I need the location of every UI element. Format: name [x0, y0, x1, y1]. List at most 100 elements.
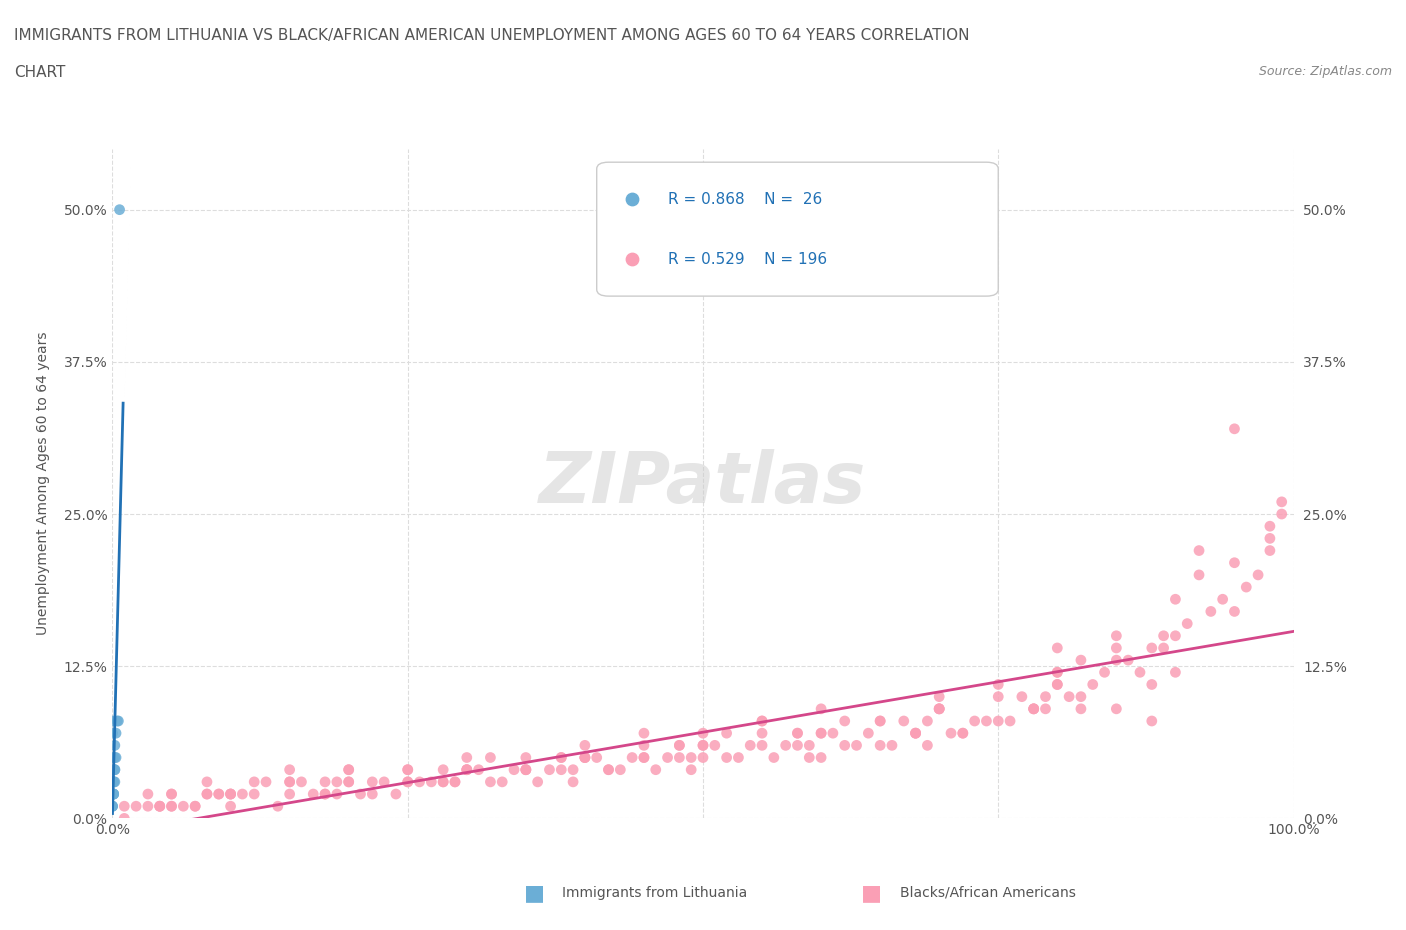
- Point: [219, 787, 242, 802]
- Point: [1258, 543, 1281, 558]
- Point: [1105, 641, 1128, 656]
- Point: [810, 725, 832, 740]
- Text: ■: ■: [524, 883, 544, 903]
- Point: [195, 787, 218, 802]
- Point: [1046, 677, 1069, 692]
- Point: [103, 787, 125, 802]
- Point: [917, 737, 939, 752]
- Point: [1258, 531, 1281, 546]
- Point: [952, 725, 974, 740]
- Point: [1234, 579, 1257, 594]
- Point: [314, 775, 336, 790]
- Point: [456, 763, 478, 777]
- Point: [1022, 701, 1045, 716]
- Point: [786, 725, 808, 740]
- Text: Source: ZipAtlas.com: Source: ZipAtlas.com: [1258, 65, 1392, 78]
- Point: [751, 713, 773, 728]
- Point: [219, 787, 242, 802]
- Point: [101, 787, 124, 802]
- Point: [385, 787, 408, 802]
- Point: [149, 799, 172, 814]
- Point: [105, 713, 128, 728]
- Point: [101, 799, 124, 814]
- Point: [952, 725, 974, 740]
- Point: [657, 751, 679, 765]
- Point: [396, 775, 419, 790]
- Point: [799, 751, 821, 765]
- Point: [834, 737, 856, 752]
- Point: [633, 725, 655, 740]
- Point: [987, 677, 1010, 692]
- Y-axis label: Unemployment Among Ages 60 to 64 years: Unemployment Among Ages 60 to 64 years: [37, 332, 49, 635]
- Point: [550, 763, 572, 777]
- Point: [692, 737, 714, 752]
- Point: [562, 775, 585, 790]
- Point: [1081, 677, 1104, 692]
- Point: [1212, 591, 1234, 606]
- Point: [917, 713, 939, 728]
- Point: [337, 775, 360, 790]
- Point: [479, 751, 502, 765]
- Point: [633, 751, 655, 765]
- Text: Blacks/African Americans: Blacks/African Americans: [900, 885, 1076, 900]
- Point: [786, 725, 808, 740]
- Point: [869, 713, 891, 728]
- Point: [976, 713, 998, 728]
- Point: [869, 713, 891, 728]
- Point: [904, 725, 927, 740]
- Point: [278, 787, 301, 802]
- Point: [644, 763, 666, 777]
- Point: [928, 701, 950, 716]
- Point: [681, 751, 703, 765]
- Point: [1223, 555, 1246, 570]
- Point: [104, 775, 127, 790]
- Text: R = 0.868    N =  26: R = 0.868 N = 26: [668, 192, 823, 206]
- Point: [928, 701, 950, 716]
- Point: [562, 763, 585, 777]
- Point: [503, 763, 526, 777]
- Point: [928, 701, 950, 716]
- Point: [491, 775, 513, 790]
- Point: [108, 202, 131, 217]
- Point: [633, 751, 655, 765]
- Point: [160, 799, 183, 814]
- Point: [609, 763, 631, 777]
- Point: [1153, 641, 1175, 656]
- Point: [1046, 665, 1069, 680]
- Point: [112, 799, 135, 814]
- Point: [1116, 653, 1139, 668]
- Point: [160, 787, 183, 802]
- Point: [278, 763, 301, 777]
- Point: [337, 763, 360, 777]
- Point: [1070, 653, 1092, 668]
- Text: R = 0.529    N = 196: R = 0.529 N = 196: [668, 252, 827, 267]
- Point: [231, 787, 253, 802]
- Point: [432, 775, 454, 790]
- Point: [751, 737, 773, 752]
- Point: [810, 751, 832, 765]
- Point: [692, 725, 714, 740]
- Point: [821, 725, 844, 740]
- Point: [515, 763, 537, 777]
- Point: [858, 725, 880, 740]
- Point: [456, 763, 478, 777]
- Point: [1223, 421, 1246, 436]
- Point: [101, 787, 124, 802]
- FancyBboxPatch shape: [596, 162, 998, 296]
- Point: [574, 737, 596, 752]
- Point: [184, 799, 207, 814]
- Point: [314, 787, 336, 802]
- Point: [136, 799, 159, 814]
- Point: [326, 787, 349, 802]
- Point: [880, 737, 903, 752]
- Point: [243, 775, 266, 790]
- Point: [1140, 677, 1163, 692]
- Point: [1175, 617, 1198, 631]
- Point: [775, 737, 797, 752]
- Point: [195, 787, 218, 802]
- Point: [396, 763, 419, 777]
- Point: [278, 775, 301, 790]
- Point: [550, 751, 572, 765]
- Point: [1046, 677, 1069, 692]
- Point: [456, 763, 478, 777]
